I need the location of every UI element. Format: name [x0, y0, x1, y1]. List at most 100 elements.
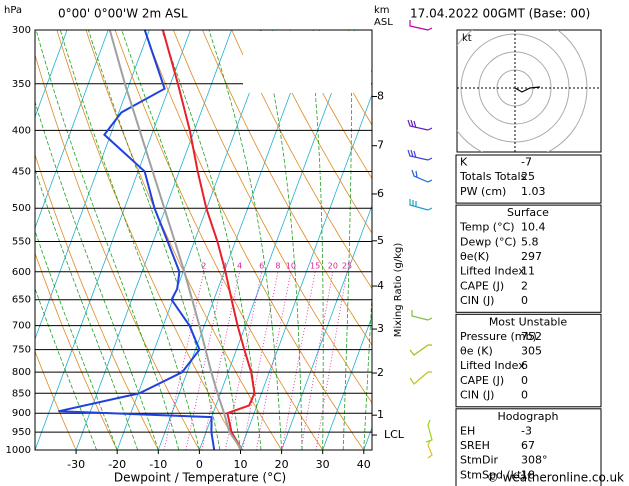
- km-tick-label: 4: [377, 279, 384, 292]
- footer: © weatheronline.co.uk: [487, 471, 624, 485]
- row-label: CIN (J): [460, 294, 494, 307]
- y-tick-label: 600: [12, 267, 31, 278]
- km-tick-label: 6: [377, 187, 384, 200]
- y-tick-label: 1000: [6, 445, 31, 456]
- mixing-ratio-label: 10: [286, 261, 296, 270]
- mixing-ratio-line: [163, 271, 205, 450]
- row-value: -7: [521, 156, 532, 169]
- wet-adiabat: [88, 30, 221, 450]
- profiles: [58, 30, 256, 450]
- row-value: 305: [521, 345, 542, 358]
- row-label: SREH: [460, 439, 490, 452]
- row-value: 2: [521, 279, 528, 292]
- y-tick-label: 650: [12, 295, 31, 306]
- row-label: θe (K): [460, 345, 493, 358]
- row-value: 11: [521, 265, 535, 278]
- row-value: 297: [521, 250, 542, 263]
- section-title: Surface: [507, 206, 549, 219]
- row-value: 6: [521, 359, 528, 372]
- row-label: StmDir: [460, 454, 499, 467]
- section-box: [455, 204, 602, 313]
- row-value: 5.8: [521, 235, 539, 248]
- mixing-ratio-label: 25: [342, 261, 352, 270]
- x-tick-label: 20: [275, 458, 289, 471]
- datetime: 17.04.2022 00GMT (Base: 00): [410, 7, 590, 21]
- row-label: Temp (°C): [459, 221, 515, 234]
- row-label: PW (cm): [460, 185, 506, 198]
- row-label: Dewp (°C): [460, 235, 516, 248]
- wind-barbs: [407, 20, 433, 459]
- y-tick-label: 500: [12, 203, 31, 214]
- x-tick-label: 30: [316, 458, 330, 471]
- km-tick-label: 5: [377, 234, 384, 247]
- y-tick-label: 300: [12, 25, 31, 36]
- x-tick-label: -20: [108, 458, 126, 471]
- row-label: EH: [460, 424, 475, 437]
- row-value: 18: [521, 468, 535, 481]
- row-value: 0: [521, 294, 528, 307]
- hodograph: kt: [456, 29, 602, 153]
- section-box: [455, 408, 602, 486]
- profile-line: [161, 30, 256, 450]
- section-box: [455, 154, 602, 204]
- row-label: Pressure (mb): [460, 330, 537, 343]
- row-value: 0: [521, 389, 528, 402]
- x-tick-label: -30: [67, 458, 85, 471]
- lcl-label: LCL: [384, 428, 405, 441]
- y-tick-label: 450: [12, 166, 31, 177]
- y-tick-label: 550: [12, 236, 31, 247]
- dry-adiabat: [289, 30, 372, 180]
- x-tick-label: 10: [233, 458, 247, 471]
- isotherm: [35, 30, 68, 118]
- row-label: Totals Totals: [459, 170, 527, 183]
- mixing-ratio-line: [242, 271, 279, 450]
- row-label: K: [460, 156, 468, 169]
- isotherm: [322, 315, 372, 450]
- row-value: 1.03: [521, 185, 546, 198]
- y-tick-label: 850: [12, 388, 31, 399]
- y2-label: km: [374, 5, 390, 16]
- isotherm: [35, 30, 109, 230]
- mixing-ratio-label: 2: [201, 261, 206, 270]
- y-tick-label: 950: [12, 427, 31, 438]
- wet-adiabat: [35, 100, 159, 450]
- y-tick-label: 800: [12, 367, 31, 378]
- mixing-ratio-label: 6: [259, 261, 264, 270]
- x-label: Dewpoint / Temperature (°C): [114, 471, 286, 485]
- km-tick-label: 3: [377, 322, 384, 335]
- y2-label: ASL: [374, 17, 393, 28]
- mixing-ratio-line: [281, 271, 316, 450]
- mixing-ratio-label: 8: [275, 261, 280, 270]
- section-title: Hodograph: [498, 410, 559, 423]
- y-tick-label: 400: [12, 125, 31, 136]
- row-value: 10.4: [521, 221, 546, 234]
- plot-frame: [34, 29, 373, 451]
- mixing-ratio-line: [255, 271, 292, 450]
- x-tick-label: 0: [196, 458, 203, 471]
- row-label: CAPE (J): [460, 374, 504, 387]
- y-label: hPa: [4, 5, 22, 16]
- mixing-ratio-line: [300, 271, 334, 450]
- x-tick-label: 40: [357, 458, 371, 471]
- row-label: Lifted Index: [460, 265, 525, 278]
- hodograph-unit: kt: [462, 33, 472, 44]
- row-value: 25: [521, 170, 535, 183]
- row-value: 752: [521, 330, 542, 343]
- profile-line: [108, 30, 243, 450]
- row-label: θe(K): [460, 250, 489, 263]
- km-tick-label: 2: [377, 366, 384, 379]
- section-title: Most Unstable: [489, 315, 568, 328]
- row-label: Lifted Index: [460, 359, 525, 372]
- row-label: StmSpd (kt): [460, 468, 526, 481]
- section-box: [455, 313, 602, 408]
- location: 0°00' 0°00'W 2m ASL: [58, 7, 188, 21]
- mixing-ratio-line: [201, 271, 240, 450]
- row-value: -3: [521, 424, 532, 437]
- dry-adiabat: [56, 30, 241, 450]
- mixing-ratio-label: 4: [237, 261, 242, 270]
- row-value: 308°: [521, 454, 548, 467]
- dry-adiabat: [260, 30, 372, 234]
- row-label: CAPE (J): [460, 279, 504, 292]
- background-lines: [35, 30, 372, 450]
